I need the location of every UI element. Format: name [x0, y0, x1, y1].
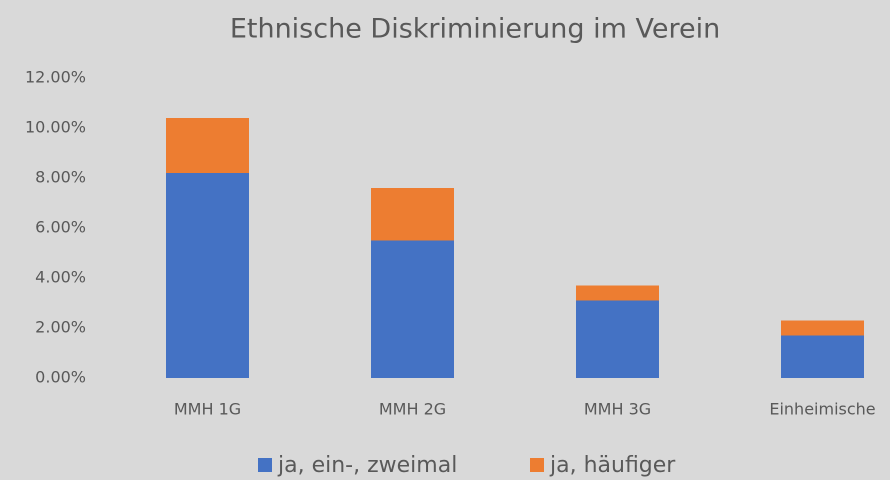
x-tick-label: Einheimische [769, 400, 875, 419]
bar-segment [371, 240, 454, 378]
legend-swatch [258, 458, 272, 472]
chart-title: Ethnische Diskriminierung im Verein [230, 14, 720, 45]
x-tick-label: MMH 1G [174, 400, 241, 419]
y-tick-label: 0.00% [35, 368, 86, 387]
legend-label: ja, häufiger [549, 453, 676, 478]
y-tick-label: 6.00% [35, 218, 86, 237]
x-tick-label: MMH 2G [379, 400, 446, 419]
bar-segment [576, 300, 659, 378]
y-tick-label: 10.00% [25, 118, 86, 137]
bar-segment [371, 188, 454, 241]
bar-segment [166, 173, 249, 378]
bar-segment [781, 320, 864, 336]
bar-segment [576, 285, 659, 301]
bar-segment [781, 335, 864, 378]
y-tick-label: 12.00% [25, 68, 86, 87]
x-tick-label: MMH 3G [584, 400, 651, 419]
y-tick-label: 2.00% [35, 318, 86, 337]
legend-swatch [530, 458, 544, 472]
legend-label: ja, ein-, zweimal [277, 453, 457, 478]
bar-segment [166, 118, 249, 173]
y-tick-label: 8.00% [35, 168, 86, 187]
y-tick-label: 4.00% [35, 268, 86, 287]
